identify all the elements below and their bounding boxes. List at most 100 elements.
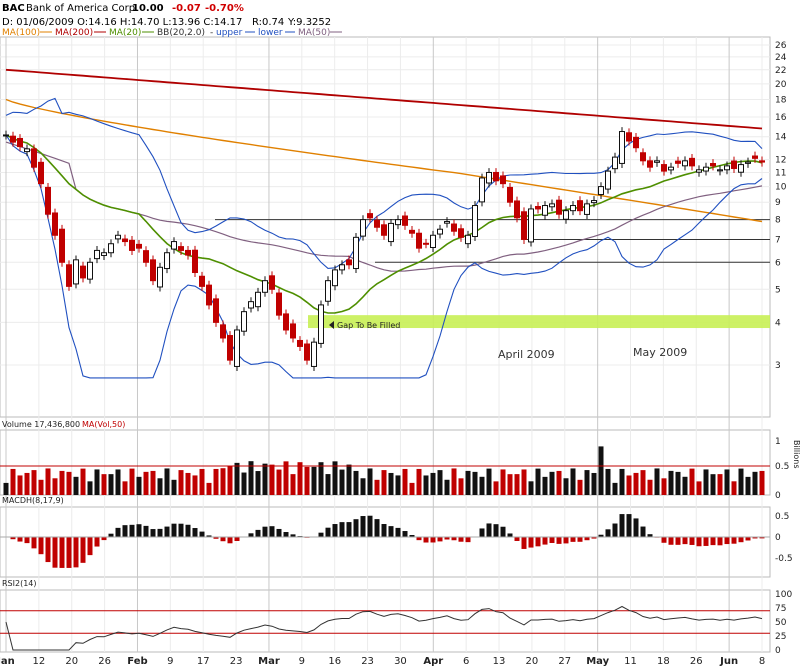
candle-body xyxy=(220,324,226,339)
rsi-tick-label: 25 xyxy=(775,632,786,642)
candle-body xyxy=(227,335,233,361)
volume-tick-label: 0 xyxy=(775,491,781,501)
candle-body xyxy=(724,165,730,171)
volume-bar xyxy=(101,474,107,495)
macd-bar xyxy=(192,528,198,537)
macd-tick-label: -0.5 xyxy=(775,554,793,564)
macd-bar xyxy=(416,537,422,541)
macd-bar xyxy=(234,537,240,541)
gap-zone xyxy=(308,315,770,329)
volume-bar xyxy=(297,462,303,495)
candle-body xyxy=(17,137,23,148)
macd-bar xyxy=(409,535,415,537)
volume-bar xyxy=(220,468,226,495)
macd-bar xyxy=(675,537,681,545)
volume-bar xyxy=(612,482,618,495)
volume-bar xyxy=(444,479,450,495)
candle-body xyxy=(388,222,394,243)
volume-bar xyxy=(388,472,394,495)
volume-bar xyxy=(353,470,359,495)
price-change: -0.07 xyxy=(172,3,201,14)
macd-bar xyxy=(423,537,429,543)
volume-bar xyxy=(465,470,471,495)
candle-body xyxy=(717,169,723,172)
macd-bar xyxy=(283,532,289,537)
macd-bar xyxy=(199,531,205,537)
legend-upper: upper xyxy=(216,28,243,38)
rsi-panel xyxy=(0,589,771,653)
price-tick-label: 7 xyxy=(775,235,781,245)
volume-bar xyxy=(514,474,520,495)
volume-bar xyxy=(304,466,310,495)
price-tick-label: 22 xyxy=(775,66,786,76)
macd-bar xyxy=(437,537,443,542)
macd-bar xyxy=(213,537,219,539)
volume-bar xyxy=(626,475,632,495)
macd-bar xyxy=(45,537,51,563)
volume-bar xyxy=(66,471,72,495)
time-tick-label: 12 xyxy=(33,656,46,667)
candle-body xyxy=(199,275,205,287)
rsi-tick-label: 100 xyxy=(775,590,792,600)
volume-bar xyxy=(402,468,408,495)
gap-rect xyxy=(308,315,770,329)
candle-body xyxy=(353,236,359,270)
price-tick-label: 24 xyxy=(775,53,787,63)
macd-bar xyxy=(388,526,394,537)
macd-bar xyxy=(227,537,233,544)
candle-body xyxy=(528,208,534,243)
macd-bar xyxy=(381,524,387,537)
candle-body xyxy=(542,205,548,216)
candle-body xyxy=(3,134,9,137)
candle-body xyxy=(367,213,373,219)
price-tick-label: 8 xyxy=(775,216,781,226)
macd-bar xyxy=(38,537,44,555)
volume-bar xyxy=(661,478,667,495)
macd-bar xyxy=(465,537,471,543)
macd-bar xyxy=(143,525,149,537)
macd-bar xyxy=(584,537,590,541)
time-tick-label: Jan xyxy=(0,656,15,667)
time-tick-label: 18 xyxy=(657,656,670,667)
macd-bar xyxy=(248,533,254,537)
macd-bar xyxy=(136,524,142,537)
axis-labels: 345678910111214161820222426Jan122026Feb9… xyxy=(0,41,793,667)
volume-bar xyxy=(59,470,65,495)
volume-bar xyxy=(605,468,611,495)
macd-bar xyxy=(360,516,366,537)
price-tick-label: 26 xyxy=(775,41,787,51)
volume-bar xyxy=(724,469,730,495)
macd-bar xyxy=(276,528,282,537)
time-tick-label: 17 xyxy=(197,656,210,667)
volume-bar xyxy=(73,476,79,495)
candle-body xyxy=(234,329,240,367)
volume-bar xyxy=(717,474,723,495)
macd-bar xyxy=(171,523,177,537)
price-tick-label: 18 xyxy=(775,95,787,105)
candle-body xyxy=(451,223,457,232)
volume-bar xyxy=(290,474,296,495)
price-tick-label: 12 xyxy=(775,156,786,166)
candle-body xyxy=(507,186,513,203)
volume-bar xyxy=(423,475,429,495)
time-tick-label: 26 xyxy=(98,656,111,667)
macd-bar xyxy=(325,527,331,537)
time-tick-label: Feb xyxy=(127,656,147,667)
bb-lower-line xyxy=(5,134,763,379)
candle-body xyxy=(626,132,632,142)
volume-bar xyxy=(759,470,765,495)
candles xyxy=(3,127,765,371)
volume-bar xyxy=(283,461,289,495)
may-label: May 2009 xyxy=(633,346,687,359)
macd-bar xyxy=(514,537,520,541)
candle-body xyxy=(479,177,485,203)
candle-body xyxy=(493,171,499,182)
candle-body xyxy=(661,164,667,172)
macd-bar xyxy=(647,534,653,537)
volume-bar xyxy=(87,481,93,495)
candle-body xyxy=(682,160,688,167)
macd-label: MACDH(8,17,9) xyxy=(2,496,64,505)
candle-body xyxy=(262,280,268,293)
candle-body xyxy=(94,249,100,260)
